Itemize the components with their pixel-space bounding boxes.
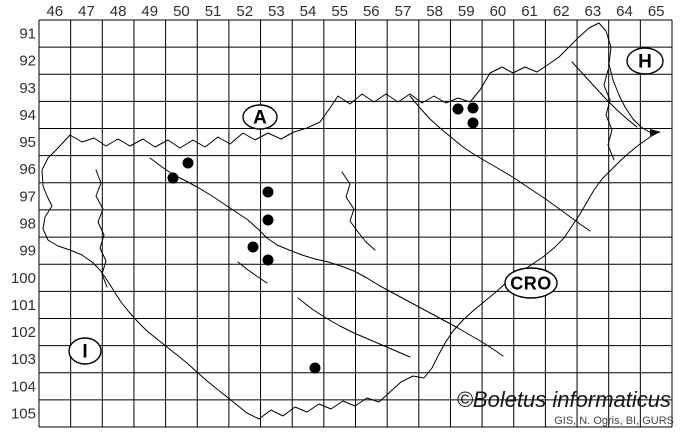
country-label-text: A — [253, 108, 267, 129]
country-label-italy: I — [68, 337, 102, 365]
occurrence-dot — [167, 172, 179, 184]
column-label: 58 — [426, 3, 443, 20]
occurrence-dot — [467, 102, 479, 114]
credits-text: GIS, N. Ogris, BI, GURS — [554, 415, 674, 427]
country-label-ellipse — [242, 104, 278, 130]
occurrence-dot — [262, 214, 274, 226]
river-line — [409, 95, 591, 232]
occurrence-points — [167, 102, 479, 374]
column-label: 47 — [78, 3, 95, 20]
column-label: 65 — [648, 3, 665, 20]
country-label-austria: A — [242, 104, 278, 130]
row-label: 93 — [19, 80, 36, 97]
occurrence-dot — [182, 157, 194, 169]
country-label-text: CRO — [510, 274, 552, 294]
slovenia-border-and-rivers — [41, 22, 661, 420]
column-label: 46 — [46, 3, 63, 20]
row-label: 103 — [11, 351, 36, 368]
column-label: 59 — [458, 3, 475, 20]
row-axis-labels: 91 92 93 94 95 96 97 98 99 100 101 102 103 104 105 — [11, 26, 36, 423]
row-label: 102 — [11, 324, 36, 341]
row-label: 101 — [11, 297, 36, 314]
country-labels: A H I CRO — [68, 47, 664, 365]
column-label: 55 — [331, 3, 348, 20]
occurrence-dot — [467, 117, 479, 129]
column-label: 56 — [363, 3, 380, 20]
country-label-croatia: CRO — [504, 267, 558, 299]
column-label: 63 — [585, 3, 602, 20]
row-label: 105 — [11, 405, 36, 422]
watermark-text: ©Boletus informaticus — [457, 387, 671, 412]
occurrence-dot — [452, 103, 464, 115]
row-label: 94 — [19, 107, 36, 124]
column-label: 52 — [236, 3, 253, 20]
occurrence-dot — [309, 362, 321, 374]
occurrence-dot — [247, 241, 259, 253]
utm-grid — [38, 19, 673, 428]
column-label: 53 — [268, 3, 285, 20]
row-label: 100 — [11, 270, 36, 287]
country-label-ellipse — [626, 47, 664, 75]
river-line — [297, 297, 411, 358]
row-label: 91 — [19, 26, 36, 43]
row-label: 95 — [19, 134, 36, 151]
occurrence-dot — [262, 186, 274, 198]
row-label: 97 — [19, 188, 36, 205]
column-label: 57 — [395, 3, 412, 20]
east-tip-arrow — [650, 129, 661, 136]
country-border — [41, 22, 660, 420]
column-label: 64 — [616, 3, 633, 20]
country-label-text: H — [638, 52, 652, 73]
country-label-hungary: H — [626, 47, 664, 75]
occurrence-dot — [262, 254, 274, 266]
column-label: 49 — [141, 3, 158, 20]
column-label: 62 — [553, 3, 570, 20]
river-line — [571, 61, 638, 128]
river-line — [603, 69, 615, 161]
country-label-ellipse — [504, 267, 558, 299]
row-label: 104 — [11, 378, 36, 395]
column-label: 50 — [173, 3, 190, 20]
row-label: 92 — [19, 53, 36, 70]
row-label: 96 — [19, 161, 36, 178]
column-label: 60 — [490, 3, 507, 20]
country-label-text: I — [82, 342, 87, 363]
column-label: 48 — [110, 3, 127, 20]
row-label: 99 — [19, 243, 36, 260]
column-label: 61 — [521, 3, 538, 20]
river-line — [341, 171, 376, 251]
river-line — [237, 261, 268, 284]
river-line — [95, 169, 108, 288]
country-label-ellipse — [68, 337, 102, 365]
column-label: 51 — [205, 3, 222, 20]
river-line — [149, 157, 504, 357]
row-label: 98 — [19, 215, 36, 232]
column-axis-labels: 46 47 48 49 50 51 52 53 54 55 56 57 58 59 60 61 62 63 64 65 — [46, 3, 664, 20]
column-label: 54 — [300, 3, 317, 20]
